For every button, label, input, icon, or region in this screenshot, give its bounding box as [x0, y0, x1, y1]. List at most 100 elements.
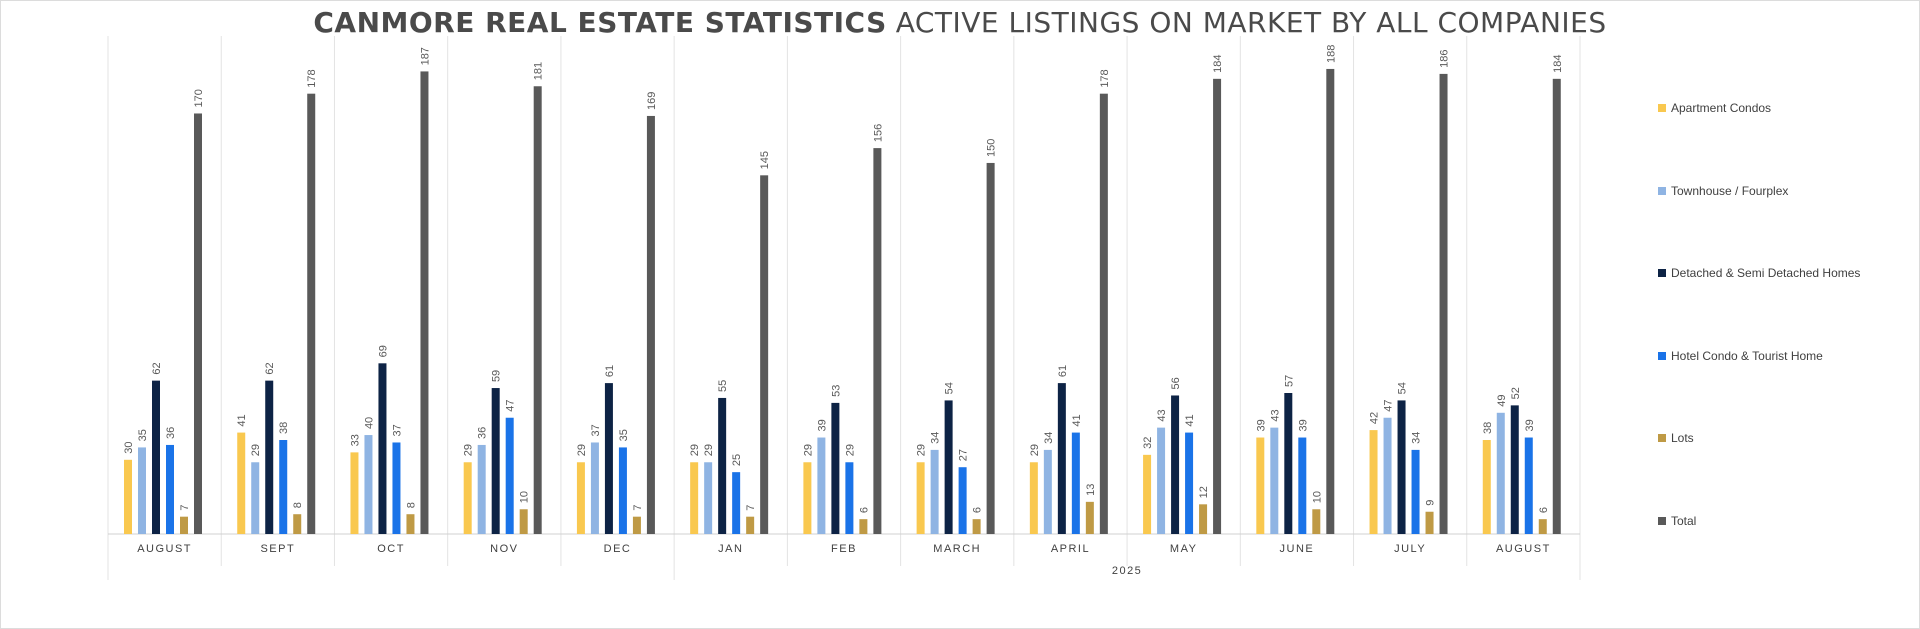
bar	[1326, 68, 1335, 535]
data-label: 39	[1524, 419, 1536, 431]
bar	[491, 388, 500, 534]
data-label: 12	[1198, 486, 1210, 498]
data-label: 37	[590, 424, 602, 436]
data-label: 150	[986, 139, 998, 157]
data-label: 55	[717, 380, 729, 392]
data-label: 6	[972, 507, 984, 513]
chart-title-main: CANMORE REAL ESTATE STATISTICS	[313, 6, 887, 39]
bar	[590, 442, 599, 534]
chart-title: CANMORE REAL ESTATE STATISTICS ACTIVE LI…	[0, 6, 1920, 39]
legend-label: Apartment Condos	[1671, 101, 1772, 115]
data-label: 29	[916, 444, 928, 456]
data-label: 62	[264, 362, 276, 374]
data-label: 8	[292, 502, 304, 508]
data-label: 29	[250, 444, 262, 456]
bar	[1298, 437, 1307, 534]
legend-swatch	[1658, 434, 1666, 442]
bar	[378, 363, 387, 534]
data-label: 35	[618, 429, 630, 441]
bar	[732, 472, 741, 534]
bar	[930, 449, 939, 534]
bar	[632, 516, 641, 534]
data-label: 57	[1283, 375, 1295, 387]
bar	[944, 400, 953, 534]
x-tick-label: JUNE	[1280, 543, 1315, 555]
data-label: 27	[958, 449, 970, 461]
data-label: 36	[477, 427, 489, 439]
data-label: 47	[505, 399, 517, 411]
bar	[986, 162, 995, 534]
data-label: 10	[1311, 491, 1323, 503]
bar	[138, 447, 146, 534]
bar	[1496, 412, 1505, 534]
year-label: 2025	[1112, 565, 1142, 577]
bar	[505, 417, 514, 534]
bar	[618, 447, 627, 534]
bar	[1213, 78, 1222, 534]
bar	[817, 437, 826, 534]
data-label: 34	[1043, 432, 1055, 444]
data-label: 61	[1057, 365, 1069, 377]
data-label: 43	[1156, 409, 1168, 421]
data-label: 29	[703, 444, 715, 456]
data-label: 170	[193, 89, 205, 107]
bar	[251, 462, 260, 534]
bar	[1538, 519, 1547, 534]
data-label: 36	[165, 427, 177, 439]
bar	[166, 444, 174, 534]
legend-swatch	[1658, 269, 1666, 277]
legend-label: Lots	[1671, 431, 1694, 445]
bar	[194, 113, 202, 534]
data-label: 35	[137, 429, 149, 441]
data-label: 169	[646, 92, 658, 110]
legend-label: Total	[1671, 513, 1697, 528]
data-label: 29	[576, 444, 588, 456]
data-label: 6	[858, 507, 870, 513]
data-label: 54	[1397, 382, 1409, 394]
x-tick-label: SEPT	[260, 543, 295, 555]
bar	[1524, 437, 1533, 534]
bar	[350, 452, 359, 534]
x-tick-label: AUGUST	[137, 543, 192, 555]
bar	[1411, 449, 1420, 534]
bar	[704, 462, 713, 534]
x-tick-label: MAY	[1170, 543, 1198, 555]
data-label: 69	[377, 345, 389, 357]
data-label: 61	[604, 365, 616, 377]
data-label: 34	[930, 432, 942, 444]
bar	[533, 86, 542, 535]
data-label: 42	[1369, 412, 1381, 424]
data-label: 40	[363, 417, 375, 429]
data-label: 25	[731, 454, 743, 466]
bar	[279, 440, 288, 534]
legend-item: Hotel Condo & Tourist Home	[1658, 348, 1823, 364]
bar	[1143, 454, 1152, 534]
bar	[463, 462, 472, 534]
chart-title-subtitle: ACTIVE LISTINGS ON MARKET BY ALL COMPANI…	[895, 6, 1607, 39]
bar	[1171, 395, 1180, 534]
bar	[265, 380, 274, 534]
bar	[1510, 405, 1519, 534]
data-label: 187	[419, 47, 431, 65]
bar	[237, 432, 246, 534]
data-label: 39	[816, 419, 828, 431]
legend-label: Detached & Semi Detached Homes	[1671, 266, 1861, 280]
data-label: 7	[179, 505, 191, 511]
data-label: 7	[632, 505, 644, 511]
bar	[859, 519, 868, 534]
legend-item: Lots	[1658, 430, 1694, 446]
legend-item: Total	[1658, 513, 1696, 529]
bar	[718, 397, 727, 534]
data-label: 184	[1552, 54, 1564, 72]
x-tick-label: JULY	[1394, 543, 1426, 555]
data-label: 41	[236, 414, 248, 426]
data-label: 49	[1496, 395, 1508, 407]
data-label: 41	[1184, 414, 1196, 426]
bar	[1256, 437, 1265, 534]
bar	[1552, 78, 1561, 534]
data-label: 33	[349, 434, 361, 446]
legend-label: Townhouse / Fourplex	[1671, 183, 1789, 198]
bar	[420, 71, 429, 534]
bar	[803, 462, 812, 534]
